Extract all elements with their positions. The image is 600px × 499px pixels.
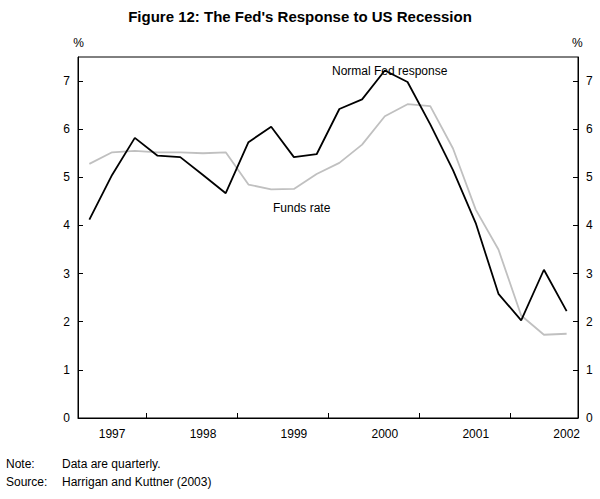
svg-text:%: % xyxy=(572,36,583,50)
svg-text:Funds rate: Funds rate xyxy=(273,201,331,215)
svg-text:Normal Fed response: Normal Fed response xyxy=(332,64,448,78)
svg-text:2000: 2000 xyxy=(371,427,398,441)
svg-text:1997: 1997 xyxy=(99,427,126,441)
svg-text:Figure 12: The Fed's Response: Figure 12: The Fed's Response to US Rece… xyxy=(128,8,472,25)
svg-text:2002: 2002 xyxy=(553,427,580,441)
svg-text:4: 4 xyxy=(586,218,593,232)
svg-text:2: 2 xyxy=(63,315,70,329)
svg-text:Note:: Note: xyxy=(6,457,35,471)
svg-text:Source:: Source: xyxy=(6,475,47,489)
svg-text:7: 7 xyxy=(586,74,593,88)
svg-text:3: 3 xyxy=(63,267,70,281)
svg-text:1: 1 xyxy=(63,363,70,377)
svg-text:Data are quarterly.: Data are quarterly. xyxy=(62,457,161,471)
svg-text:3: 3 xyxy=(586,267,593,281)
svg-text:2: 2 xyxy=(586,315,593,329)
svg-text:1: 1 xyxy=(586,363,593,377)
svg-text:5: 5 xyxy=(63,170,70,184)
svg-text:2001: 2001 xyxy=(462,427,489,441)
svg-text:%: % xyxy=(73,36,84,50)
svg-text:1999: 1999 xyxy=(281,427,308,441)
svg-text:5: 5 xyxy=(586,170,593,184)
svg-text:0: 0 xyxy=(63,411,70,425)
svg-text:4: 4 xyxy=(63,218,70,232)
svg-text:Harrigan and Kuttner (2003): Harrigan and Kuttner (2003) xyxy=(62,475,211,489)
svg-text:6: 6 xyxy=(586,122,593,136)
svg-text:6: 6 xyxy=(63,122,70,136)
svg-text:0: 0 xyxy=(586,411,593,425)
svg-text:7: 7 xyxy=(63,74,70,88)
svg-text:1998: 1998 xyxy=(190,427,217,441)
